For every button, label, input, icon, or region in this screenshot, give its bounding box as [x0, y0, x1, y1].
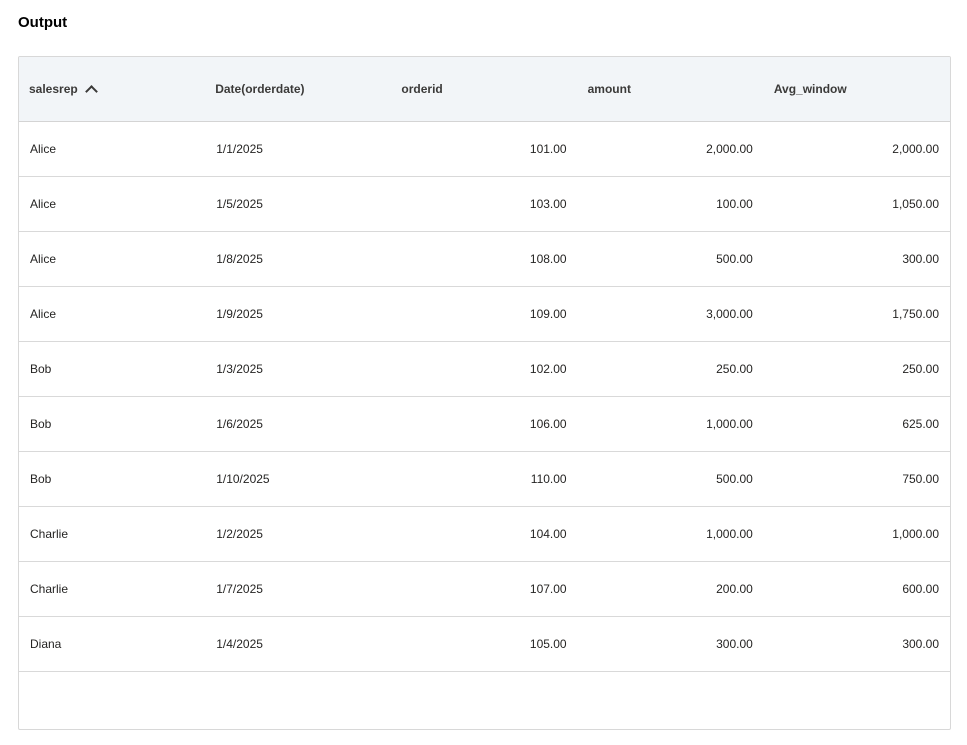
cell-orderid: 107.00	[529, 582, 567, 596]
cell-date: 1/9/2025	[216, 307, 263, 321]
cell-amount: 3,000.00	[706, 307, 753, 321]
table-row: Diana 1/4/2025 105.00 300.00 300.00	[19, 617, 950, 672]
column-header-label: orderid	[401, 82, 443, 96]
cell-salesrep: Alice	[30, 252, 57, 266]
cell-avg-window: 600.00	[902, 582, 940, 596]
cell-salesrep: Charlie	[30, 527, 69, 541]
cell-date: 1/7/2025	[216, 582, 263, 596]
table-row: Bob 1/10/2025 110.00 500.00 750.00	[19, 452, 950, 507]
table-row: Bob 1/3/2025 102.00 250.00 250.00	[19, 342, 950, 397]
cell-salesrep: Bob	[30, 362, 52, 376]
cell-avg-window: 250.00	[902, 362, 940, 376]
output-table: salesrep Date(orderdate) orderid amount …	[18, 56, 951, 730]
cell-salesrep: Charlie	[30, 582, 69, 596]
cell-avg-window: 300.00	[902, 252, 940, 266]
column-header-label: amount	[587, 82, 631, 96]
cell-amount: 1,000.00	[706, 417, 753, 431]
cell-date: 1/4/2025	[216, 637, 263, 651]
cell-date: 1/1/2025	[216, 142, 263, 156]
cell-orderid: 105.00	[529, 637, 567, 651]
cell-salesrep: Bob	[30, 417, 52, 431]
cell-avg-window: 1,750.00	[892, 307, 940, 321]
table-row: Alice 1/9/2025 109.00 3,000.00 1,750.00	[19, 287, 950, 342]
cell-date: 1/6/2025	[216, 417, 263, 431]
cell-orderid: 104.00	[529, 527, 567, 541]
column-header-label: Avg_window	[773, 82, 847, 96]
column-header-date-orderdate[interactable]: Date(orderdate)	[205, 57, 391, 121]
cell-salesrep: Diana	[30, 637, 62, 651]
cell-salesrep: Alice	[30, 197, 57, 211]
cell-amount: 250.00	[716, 362, 753, 376]
cell-amount: 2,000.00	[706, 142, 753, 156]
cell-salesrep: Alice	[30, 307, 57, 321]
cell-date: 1/10/2025	[216, 472, 270, 486]
column-header-label: Date(orderdate)	[215, 82, 305, 96]
cell-avg-window: 2,000.00	[892, 142, 940, 156]
cell-amount: 200.00	[716, 582, 753, 596]
cell-date: 1/8/2025	[216, 252, 263, 266]
cell-amount: 100.00	[716, 197, 753, 211]
cell-orderid: 101.00	[529, 142, 567, 156]
cell-avg-window: 300.00	[902, 637, 940, 651]
column-header-orderid[interactable]: orderid	[391, 57, 577, 121]
cell-salesrep: Alice	[30, 142, 57, 156]
cell-orderid: 102.00	[529, 362, 567, 376]
cell-avg-window: 625.00	[902, 417, 940, 431]
column-header-avg-window[interactable]: Avg_window	[764, 57, 950, 121]
cell-amount: 1,000.00	[706, 527, 753, 541]
cell-date: 1/2/2025	[216, 527, 263, 541]
table-row: Charlie 1/7/2025 107.00 200.00 600.00	[19, 562, 950, 617]
table-row: Alice 1/1/2025 101.00 2,000.00 2,000.00	[19, 122, 950, 177]
cell-amount: 500.00	[716, 472, 753, 486]
cell-amount: 300.00	[716, 637, 753, 651]
cell-salesrep: Bob	[30, 472, 52, 486]
cell-orderid: 108.00	[529, 252, 567, 266]
column-header-label: salesrep	[29, 82, 78, 96]
cell-orderid: 109.00	[529, 307, 567, 321]
table-row: Alice 1/5/2025 103.00 100.00 1,050.00	[19, 177, 950, 232]
page-title: Output	[18, 14, 68, 31]
table-body: Alice 1/1/2025 101.00 2,000.00 2,000.00 …	[19, 122, 950, 672]
cell-date: 1/5/2025	[216, 197, 263, 211]
cell-orderid: 110.00	[530, 472, 567, 486]
cell-date: 1/3/2025	[216, 362, 263, 376]
cell-avg-window: 750.00	[902, 472, 940, 486]
cell-avg-window: 1,050.00	[892, 197, 940, 211]
cell-avg-window: 1,000.00	[892, 527, 940, 541]
column-header-salesrep[interactable]: salesrep	[19, 57, 205, 121]
column-header-amount[interactable]: amount	[578, 57, 764, 121]
table-header: salesrep Date(orderdate) orderid amount …	[19, 57, 950, 122]
chevron-up-icon[interactable]	[84, 84, 98, 98]
table-row: Bob 1/6/2025 106.00 1,000.00 625.00	[19, 397, 950, 452]
cell-orderid: 106.00	[529, 417, 567, 431]
table-row: Charlie 1/2/2025 104.00 1,000.00 1,000.0…	[19, 507, 950, 562]
cell-amount: 500.00	[716, 252, 753, 266]
table-row: Alice 1/8/2025 108.00 500.00 300.00	[19, 232, 950, 287]
cell-orderid: 103.00	[529, 197, 567, 211]
